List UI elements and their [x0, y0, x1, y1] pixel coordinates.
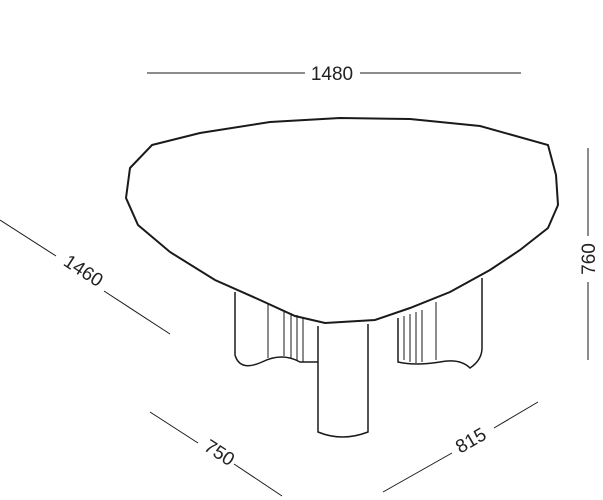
depth-dimension: 1460: [0, 219, 171, 335]
height-label: 760: [579, 243, 600, 275]
leg-b-dimension: 815: [382, 401, 539, 493]
leg-b-label: 815: [452, 424, 490, 458]
left-rear-leg: [234, 292, 318, 367]
leg-a-dimension: 750: [149, 411, 283, 497]
leg-a-label: 750: [200, 436, 238, 471]
width-label: 1480: [311, 64, 353, 85]
front-leg: [317, 324, 369, 438]
table-top-outline: [124, 116, 560, 325]
right-rear-leg: [397, 278, 483, 369]
depth-label: 1460: [60, 251, 107, 292]
height-dimension: 760: [579, 148, 600, 360]
width-dimension: 1480: [147, 64, 521, 85]
